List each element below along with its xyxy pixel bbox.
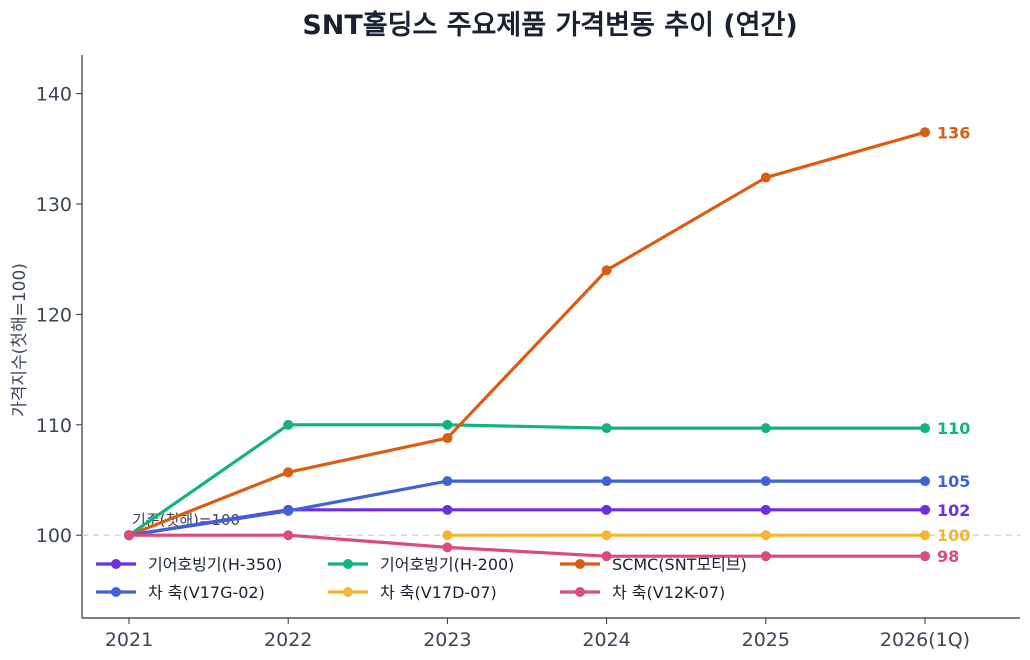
- legend-label: 기어호빙기(H-350): [148, 555, 282, 574]
- baseline: 기준(첫해)=100: [82, 511, 1020, 536]
- legend-swatch-marker: [343, 559, 353, 569]
- legend-swatch-marker: [111, 559, 121, 569]
- chart-title: SNT홀딩스 주요제품 가격변동 추이 (연간): [302, 10, 797, 41]
- data-point: [442, 504, 453, 515]
- series: 136: [124, 123, 970, 541]
- data-point: [760, 172, 771, 183]
- data-point: [760, 530, 771, 541]
- data-point: [283, 530, 294, 541]
- legend-item: 차 축(V12K-07): [560, 583, 725, 602]
- y-tick-label: 130: [36, 194, 72, 216]
- axes: 100 110 120 130 140 2021 2022 2023 2024 2025 2026(…: [36, 55, 1020, 651]
- y-tick-label: 110: [36, 415, 72, 437]
- series: 105: [124, 472, 970, 541]
- data-point: [760, 423, 771, 434]
- series-line: [128, 423, 925, 537]
- legend-swatch-marker: [575, 587, 585, 597]
- legend-swatch-marker: [343, 587, 353, 597]
- x-tick-label: 2026(1Q): [880, 629, 970, 651]
- legend-swatch-marker: [575, 559, 585, 569]
- series-line: [129, 533, 925, 558]
- data-point: [920, 127, 930, 138]
- data-point: [760, 551, 771, 562]
- x-tick-label: 2024: [582, 629, 630, 651]
- data-point: [283, 419, 294, 430]
- data-point: [601, 265, 612, 276]
- y-axis-label: 가격지수(첫해=100): [10, 263, 30, 417]
- data-point: [442, 433, 453, 444]
- x-tick-label: 2022: [264, 629, 312, 651]
- data-point: [442, 530, 453, 541]
- series: 98: [124, 530, 959, 566]
- x-tick-label: 2025: [742, 629, 790, 651]
- data-point: [601, 476, 612, 487]
- x-tick-label: 2023: [423, 629, 471, 651]
- legend-item: 기어호빙기(H-200): [328, 555, 514, 574]
- end-value-label: 100: [937, 526, 970, 545]
- y-tick-label: 100: [36, 525, 72, 547]
- data-point: [442, 419, 453, 430]
- series-layer: 102 110 136 105 100 98: [124, 123, 970, 566]
- legend-item: 차 축(V17D-07): [328, 583, 497, 602]
- y-tick-label: 140: [36, 84, 72, 106]
- data-point: [601, 423, 612, 434]
- end-value-label: 136: [937, 123, 970, 142]
- series-line: [128, 130, 926, 537]
- y-tick-label: 120: [36, 304, 72, 326]
- data-point: [760, 476, 771, 487]
- legend: 기어호빙기(H-350) 기어호빙기(H-200) SCMC(SNT모티브) 차 축(…: [96, 555, 747, 602]
- data-point: [601, 504, 612, 515]
- end-value-label: 98: [937, 547, 959, 566]
- series: 110: [124, 419, 970, 541]
- data-point: [920, 551, 930, 562]
- data-point: [124, 530, 134, 541]
- data-point: [601, 530, 612, 541]
- legend-label: 차 축(V17D-07): [380, 583, 497, 602]
- legend-label: 기어호빙기(H-200): [380, 555, 514, 574]
- x-tick-label: 2021: [105, 629, 153, 651]
- series-line: [128, 479, 925, 537]
- legend-swatch-marker: [111, 587, 121, 597]
- end-value-label: 110: [937, 419, 970, 438]
- data-point: [601, 551, 612, 562]
- data-point: [283, 467, 294, 478]
- end-value-label: 105: [937, 472, 970, 491]
- data-point: [920, 530, 930, 541]
- legend-label: 차 축(V12K-07): [612, 583, 725, 602]
- series: 100: [442, 526, 970, 545]
- data-point: [283, 505, 294, 516]
- data-point: [920, 476, 930, 487]
- series-line: [128, 508, 925, 537]
- legend-item: SCMC(SNT모티브): [560, 555, 747, 574]
- data-point: [442, 476, 453, 487]
- data-point: [920, 423, 930, 434]
- data-point: [920, 504, 930, 515]
- legend-label: 차 축(V17G-02): [148, 583, 265, 602]
- data-point: [442, 542, 453, 553]
- end-value-label: 102: [937, 501, 970, 520]
- data-point: [760, 504, 771, 515]
- legend-item: 기어호빙기(H-350): [96, 555, 282, 574]
- legend-item: 차 축(V17G-02): [96, 583, 265, 602]
- legend-label: SCMC(SNT모티브): [612, 555, 747, 574]
